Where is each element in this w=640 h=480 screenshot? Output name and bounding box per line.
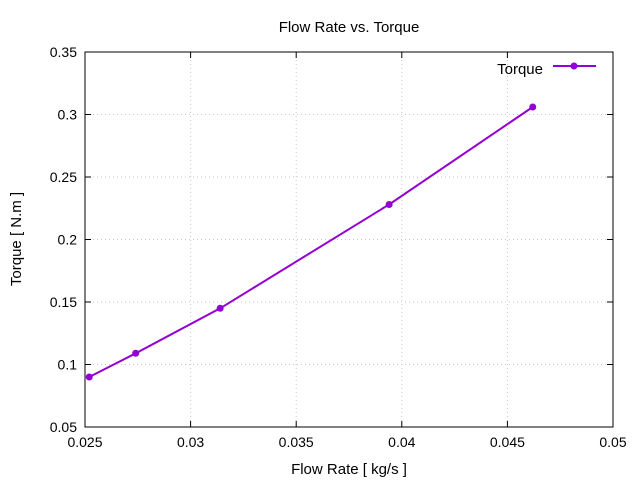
y-tick-label: 0.05 [50, 419, 77, 435]
y-tick-label: 0.3 [58, 107, 78, 123]
x-tick-label: 0.035 [279, 434, 314, 450]
y-tick-label: 0.15 [50, 294, 77, 310]
chart-title: Flow Rate vs. Torque [279, 19, 420, 36]
x-tick-label: 0.05 [599, 434, 626, 450]
x-tick-label: 0.03 [177, 434, 204, 450]
y-tick-label: 0.1 [58, 357, 78, 373]
data-point [529, 103, 537, 111]
x-tick-label: 0.025 [67, 434, 102, 450]
plot-frame [84, 51, 614, 428]
axis-ticks: 0.025 0.03 0.035 0.04 0.045 0.05 0.05 0.1 0.15 0.… [50, 44, 627, 450]
grid [85, 52, 613, 427]
data-layer [85, 103, 537, 381]
data-point [216, 304, 224, 312]
y-axis-label: Torque [ N.m ] [8, 192, 25, 286]
legend-label: Torque [497, 61, 543, 78]
legend: Torque [497, 61, 596, 78]
data-point [132, 349, 140, 357]
y-tick-label: 0.2 [58, 232, 78, 248]
data-point [385, 201, 393, 208]
legend-marker [570, 62, 578, 70]
x-tick-label: 0.045 [490, 434, 525, 450]
x-tick-label: 0.04 [388, 434, 415, 450]
data-point [85, 373, 93, 381]
y-tick-label: 0.35 [50, 44, 77, 60]
y-tick-label: 0.25 [50, 169, 77, 185]
x-axis-label: Flow Rate [ kg/s ] [291, 461, 407, 478]
